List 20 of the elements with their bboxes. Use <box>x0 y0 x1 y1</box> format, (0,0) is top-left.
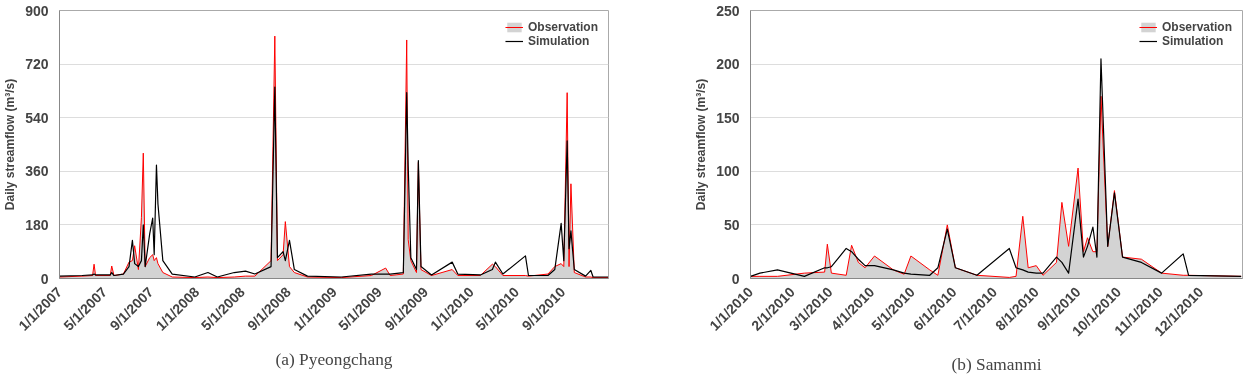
y-tick-label: 50 <box>723 216 740 233</box>
legend-label: Observation <box>1161 20 1232 34</box>
y-tick-label: 360 <box>25 163 49 180</box>
legend-label: Simulation <box>527 34 590 48</box>
y-tick-label: 250 <box>716 2 740 19</box>
legend-label: Observation <box>527 20 598 34</box>
legend-label: Simulation <box>1161 34 1224 48</box>
y-tick-label: 180 <box>25 216 49 233</box>
y-axis-title: Daily streamflow (m³/s) <box>3 78 18 211</box>
y-tick-label: 150 <box>716 109 740 126</box>
text: (a) Pyeongchang <box>275 349 393 369</box>
y-axis-title: Daily streamflow (m³/s) <box>694 78 709 211</box>
text: (b) Samanmi <box>951 354 1042 374</box>
y-tick-label: 900 <box>25 2 49 19</box>
y-tick-label: 0 <box>731 270 740 287</box>
y-tick-label: 0 <box>40 270 49 287</box>
y-tick-label: 200 <box>716 56 740 73</box>
y-tick-label: 540 <box>25 109 49 126</box>
y-tick-label: 100 <box>716 163 740 180</box>
y-tick-label: 720 <box>25 56 49 73</box>
